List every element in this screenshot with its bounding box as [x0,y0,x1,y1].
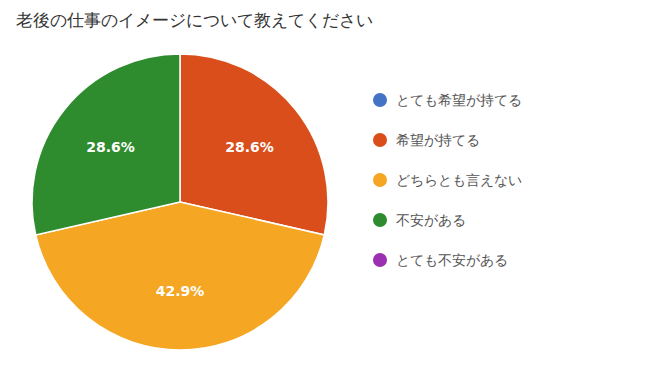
legend-swatch [373,213,387,227]
pie [32,54,328,350]
legend-item: とても希望が持てる [373,92,522,108]
legend-swatch [373,253,387,267]
legend-label: とても不安がある [396,252,508,268]
chart-root: 老後の仕事のイメージについて教えてください 28.6% 42.9% 28.6% とても希… [0,0,653,372]
legend-item: 希望が持てる [373,132,480,148]
data-label: 28.6% [225,139,274,155]
legend-item: とても不安がある [373,252,508,268]
pie-slice [32,54,180,235]
legend-item: 不安がある [373,212,466,228]
data-labels: 28.6% 42.9% 28.6% [86,139,273,299]
legend-label: どちらとも言えない [396,172,522,188]
legend-swatch [373,133,387,147]
chart-title: 老後の仕事のイメージについて教えてください [16,10,373,30]
data-label: 42.9% [156,283,205,299]
legend-swatch [373,93,387,107]
legend-item: どちらとも言えない [373,172,522,188]
data-label: 28.6% [86,139,135,155]
legend-label: 不安がある [396,212,466,228]
legend: とても希望が持てる希望が持てるどちらとも言えない不安があるとても不安がある [373,92,522,268]
legend-label: とても希望が持てる [396,92,522,108]
legend-label: 希望が持てる [396,132,480,148]
legend-swatch [373,173,387,187]
